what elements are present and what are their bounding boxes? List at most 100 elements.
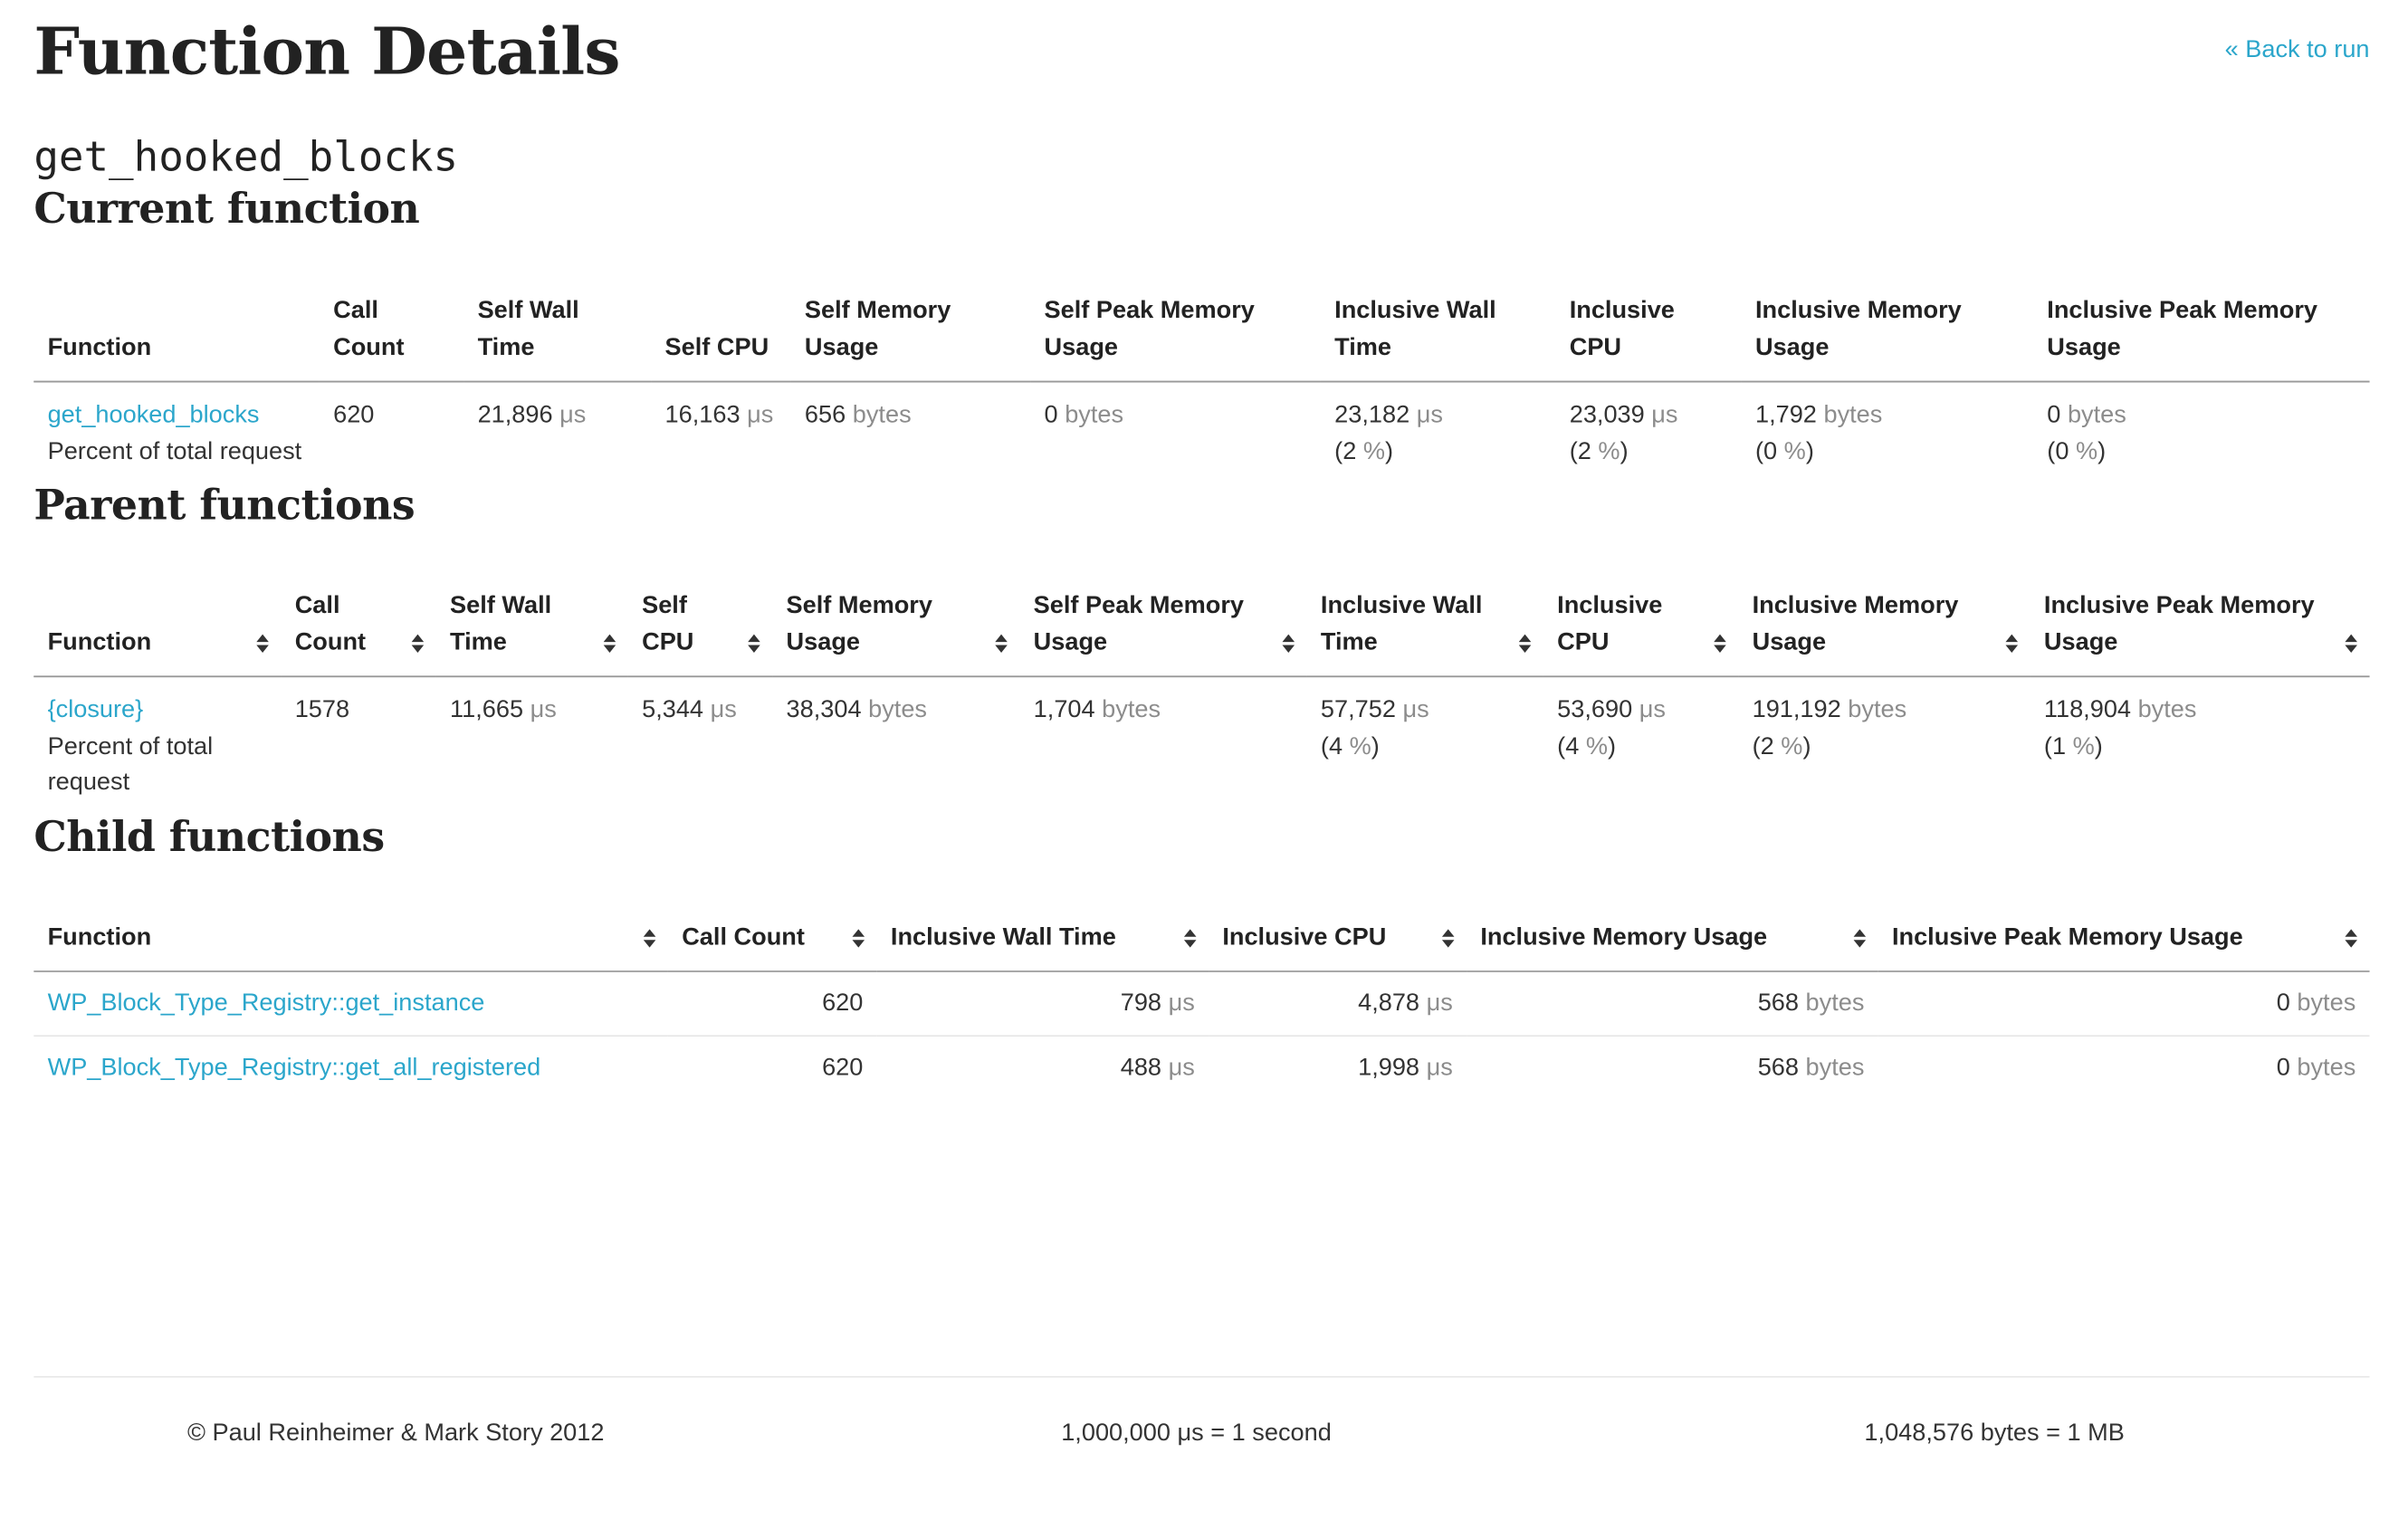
value: 21,896 [477, 402, 553, 429]
value: 5,344 [642, 697, 704, 724]
child-functions-table: Function Call Count Inclusive Wall Time … [33, 910, 2370, 1098]
sort-arrows-icon[interactable] [1183, 929, 1197, 948]
function-link[interactable]: WP_Block_Type_Registry::get_instance [47, 990, 485, 1018]
sortable-header-inclusive-cpu[interactable]: Inclusive CPU [1209, 910, 1467, 972]
function-name: get_hooked_blocks [33, 133, 459, 182]
memory-unit-note: 1,048,576 bytes = 1 MB [1864, 1420, 2125, 1448]
column-header-self-cpu: Self CPU [651, 283, 791, 383]
inclusive-peak-memory-cell: 118,904 bytes (1 %) [2043, 697, 2197, 760]
value: 23,039 [1569, 402, 1645, 429]
column-header-label: Inclusive Wall Time [1320, 592, 1483, 655]
column-header-self-memory-usage: Self Memory Usage [790, 283, 1031, 383]
sortable-header-self-memory-usage[interactable]: Self Memory Usage [772, 578, 1020, 678]
value: 191,192 [1752, 697, 1841, 724]
table-header-row: Function Call Count Self Wall Time Self … [33, 578, 2370, 678]
sort-arrows-icon[interactable] [411, 634, 425, 653]
column-header-label: Self Peak Memory Usage [1033, 592, 1245, 655]
percent-value: 0 [2055, 438, 2069, 465]
value: 53,690 [1557, 697, 1633, 724]
value: 656 [804, 402, 846, 429]
memory-unit: bytes [2297, 1054, 2356, 1081]
sort-arrows-icon[interactable] [1853, 929, 1867, 948]
sortable-header-inclusive-memory-usage[interactable]: Inclusive Memory Usage [1467, 910, 1878, 972]
back-to-run-link[interactable]: « Back to run [2224, 36, 2370, 63]
sortable-header-function[interactable]: Function [33, 578, 282, 678]
time-unit-note: 1,000,000 μs = 1 second [1061, 1420, 1332, 1448]
sortable-header-inclusive-peak-memory-usage[interactable]: Inclusive Peak Memory Usage [2030, 578, 2370, 678]
memory-unit: bytes [1102, 697, 1161, 724]
memory-unit: bytes [852, 402, 912, 429]
inclusive-peak-memory-cell: 0 bytes [1878, 970, 2370, 1037]
value: 4,878 [1358, 990, 1420, 1018]
self-wall-time-cell: 21,896 μs [463, 382, 651, 481]
value: 1,792 [1754, 402, 1817, 429]
percent-value: 4 [1328, 733, 1343, 760]
sortable-header-call-count[interactable]: Call Count [281, 578, 436, 678]
sortable-header-inclusive-wall-time[interactable]: Inclusive Wall Time [876, 910, 1209, 972]
column-header-inclusive-memory-usage: Inclusive Memory Usage [1741, 283, 2034, 383]
time-unit: μs [1402, 697, 1429, 724]
sortable-header-self-peak-memory-usage[interactable]: Self Peak Memory Usage [1019, 578, 1307, 678]
table-header-row: Function Call Count Self Wall Time Self … [33, 283, 2370, 383]
sort-arrows-icon[interactable] [995, 634, 1008, 653]
sort-arrows-icon[interactable] [1282, 634, 1295, 653]
percent-value: 1 [2051, 733, 2067, 760]
percent-value: 2 [1343, 438, 1357, 465]
percent-unit: % [1598, 438, 1620, 465]
percent-unit: % [1585, 733, 1608, 760]
inclusive-cpu-cell: 4,878 μs [1209, 970, 1467, 1037]
value: 16,163 [664, 402, 741, 429]
page-title: Function Details [33, 14, 620, 90]
sortable-header-inclusive-cpu[interactable]: Inclusive CPU [1543, 578, 1739, 678]
inclusive-memory-cell: 568 bytes [1467, 970, 1878, 1037]
percent-unit: % [1349, 733, 1371, 760]
sortable-header-inclusive-peak-memory-usage[interactable]: Inclusive Peak Memory Usage [1878, 910, 2370, 972]
sort-arrows-icon[interactable] [1518, 634, 1532, 653]
function-cell: {closure} Percent of total request [33, 676, 281, 811]
time-unit: μs [559, 402, 587, 429]
column-header-label: Inclusive Memory Usage [1480, 923, 1768, 951]
time-unit: μs [1426, 990, 1453, 1018]
sortable-header-call-count[interactable]: Call Count [667, 910, 877, 972]
memory-unit: bytes [1805, 990, 1865, 1018]
sort-arrows-icon[interactable] [2005, 634, 2019, 653]
sort-arrows-icon[interactable] [603, 634, 616, 653]
sortable-header-function[interactable]: Function [33, 910, 668, 972]
sort-arrows-icon[interactable] [1441, 929, 1455, 948]
value: 0 [2047, 402, 2061, 429]
sortable-header-self-cpu[interactable]: Self CPU [627, 578, 773, 678]
column-header-self-wall-time: Self Wall Time [463, 283, 652, 383]
parent-functions-heading: Parent functions [33, 482, 416, 531]
call-count-cell: 620 [822, 1054, 864, 1081]
function-link[interactable]: {closure} [47, 697, 144, 724]
time-unit: μs [530, 697, 557, 724]
time-unit: μs [1168, 990, 1195, 1018]
column-header-label: Self CPU [642, 592, 694, 655]
call-count-cell: 620 [667, 970, 877, 1037]
sort-arrows-icon[interactable] [852, 929, 865, 948]
inclusive-peak-memory-cell: 0 bytes [1878, 1035, 2370, 1098]
sortable-header-inclusive-memory-usage[interactable]: Inclusive Memory Usage [1738, 578, 2031, 678]
column-header-label: Self Wall Time [450, 592, 552, 655]
function-link[interactable]: WP_Block_Type_Registry::get_all_register… [47, 1054, 541, 1081]
sortable-header-inclusive-wall-time[interactable]: Inclusive Wall Time [1306, 578, 1543, 678]
sortable-header-self-wall-time[interactable]: Self Wall Time [435, 578, 628, 678]
sort-arrows-icon[interactable] [2345, 634, 2357, 653]
sort-arrows-icon[interactable] [2345, 929, 2357, 948]
column-header-label: Self Memory Usage [786, 592, 932, 655]
function-link[interactable]: get_hooked_blocks [47, 402, 260, 429]
inclusive-memory-cell: 1,792 bytes (0 %) [1754, 402, 1883, 465]
time-unit: μs [710, 697, 737, 724]
sort-arrows-icon[interactable] [748, 634, 760, 653]
function-cell: WP_Block_Type_Registry::get_instance [33, 970, 668, 1037]
child-functions-heading: Child functions [33, 813, 385, 861]
value: 568 [1757, 990, 1799, 1018]
sort-arrows-icon[interactable] [643, 929, 656, 948]
percent-value: 2 [1760, 733, 1774, 760]
self-cpu-cell: 5,344 μs [628, 676, 772, 811]
sort-arrows-icon[interactable] [1714, 634, 1726, 653]
column-header-function: Function [33, 283, 320, 383]
sort-arrows-icon[interactable] [256, 634, 269, 653]
